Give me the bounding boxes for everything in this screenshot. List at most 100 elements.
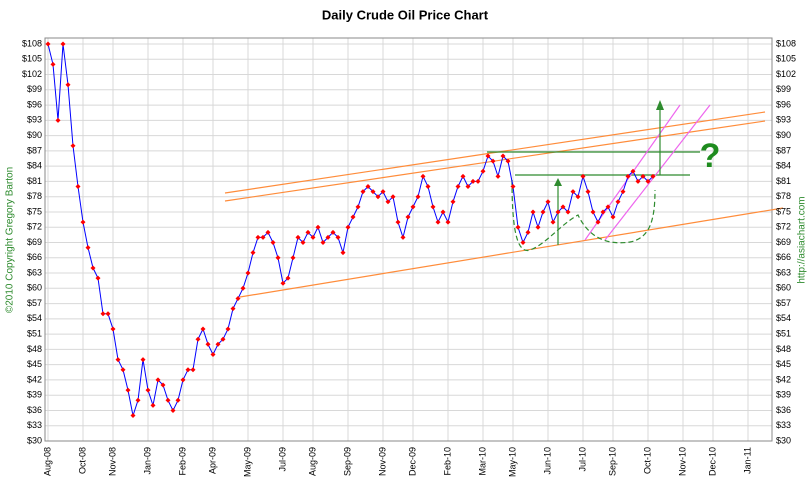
price-marker	[575, 194, 581, 200]
y2-tick-label: $57	[776, 298, 791, 308]
y2-tick-label: $36	[776, 405, 791, 415]
price-marker	[315, 224, 321, 230]
price-marker	[510, 184, 516, 190]
price-marker	[430, 204, 436, 210]
price-marker	[225, 326, 231, 332]
price-marker	[265, 229, 271, 235]
y2-tick-label: $33	[776, 420, 791, 430]
price-marker	[500, 153, 506, 159]
price-marker	[125, 387, 131, 393]
y-tick-label: $93	[27, 115, 42, 125]
price-marker	[400, 234, 406, 240]
y2-tick-label: $78	[776, 191, 791, 201]
y-tick-label: $96	[27, 99, 42, 109]
price-marker	[115, 357, 121, 363]
price-marker	[370, 189, 376, 195]
series	[45, 41, 656, 419]
y2-tick-label: $75	[776, 206, 791, 216]
y2-tick-label: $102	[776, 69, 796, 79]
y-tick-label: $39	[27, 390, 42, 400]
price-marker	[515, 224, 521, 230]
price-marker	[415, 194, 421, 200]
y2-tick-label: $51	[776, 328, 791, 338]
price-marker	[275, 255, 281, 261]
price-marker	[295, 234, 301, 240]
arrow-head	[554, 178, 562, 186]
x-tick-label: Dec-09	[407, 447, 417, 476]
y2-tick-label: $84	[776, 161, 791, 171]
y2-tick-label: $105	[776, 54, 796, 64]
price-marker	[425, 184, 431, 190]
y-tick-label: $78	[27, 191, 42, 201]
price-marker	[475, 178, 481, 184]
y-tick-label: $99	[27, 84, 42, 94]
price-marker	[290, 255, 296, 261]
arrow-head	[656, 100, 664, 110]
y2-tick-label: $30	[776, 435, 791, 445]
y-tick-label: $87	[27, 145, 42, 155]
price-marker	[365, 184, 371, 190]
price-marker	[620, 189, 626, 195]
y2-tick-label: $39	[776, 390, 791, 400]
price-marker	[310, 234, 316, 240]
y2-tick-label: $66	[776, 252, 791, 262]
price-marker	[495, 173, 501, 179]
y2-tick-label: $69	[776, 237, 791, 247]
y2-tick-label: $108	[776, 38, 796, 48]
price-marker	[130, 413, 136, 419]
price-marker	[345, 224, 351, 230]
y2-tick-label: $96	[776, 99, 791, 109]
price-marker	[245, 270, 251, 276]
price-marker	[535, 224, 541, 230]
y2-tick-label: $99	[776, 84, 791, 94]
price-marker	[485, 153, 491, 159]
price-marker	[465, 184, 471, 190]
price-marker	[520, 240, 526, 245]
price-marker	[395, 219, 401, 225]
price-marker	[580, 173, 586, 179]
pattern-curve	[511, 179, 656, 251]
price-marker	[530, 209, 536, 215]
price-marker	[440, 209, 446, 215]
price-marker	[615, 199, 621, 205]
y-tick-label: $51	[27, 328, 42, 338]
y2-tick-label: $60	[776, 283, 791, 293]
x-tick-label: Sep-10	[607, 447, 617, 476]
price-marker	[200, 326, 206, 332]
price-marker	[335, 234, 341, 240]
price-marker	[610, 214, 616, 220]
price-marker	[190, 367, 196, 373]
price-marker	[240, 285, 246, 291]
price-marker	[605, 204, 611, 210]
price-marker	[165, 397, 171, 403]
y-tick-label: $81	[27, 176, 42, 186]
y-tick-label: $48	[27, 344, 42, 354]
x-tick-label: Aug-08	[42, 447, 52, 476]
price-marker	[150, 402, 156, 408]
price-marker	[480, 168, 486, 174]
price-marker	[230, 306, 236, 312]
x-tick-label: Jan-11	[742, 447, 752, 474]
price-marker	[305, 229, 311, 235]
price-marker	[250, 250, 256, 256]
copyright: ©2010 Copyright Gregory Barton	[5, 167, 16, 313]
price-marker	[120, 367, 126, 373]
trend-line	[239, 207, 784, 298]
price-marker	[70, 143, 76, 149]
price-marker	[160, 382, 166, 388]
price-marker	[375, 194, 381, 200]
y-tick-label: $90	[27, 130, 42, 140]
price-marker	[175, 397, 181, 403]
y2-tick-label: $87	[776, 145, 791, 155]
price-marker	[390, 194, 396, 200]
price-marker	[185, 367, 191, 373]
price-marker	[65, 82, 71, 88]
price-marker	[195, 336, 201, 342]
price-marker	[180, 377, 186, 383]
price-marker	[355, 204, 361, 210]
y2-tick-label: $90	[776, 130, 791, 140]
price-marker	[270, 240, 276, 245]
y-tick-label: $45	[27, 359, 42, 369]
